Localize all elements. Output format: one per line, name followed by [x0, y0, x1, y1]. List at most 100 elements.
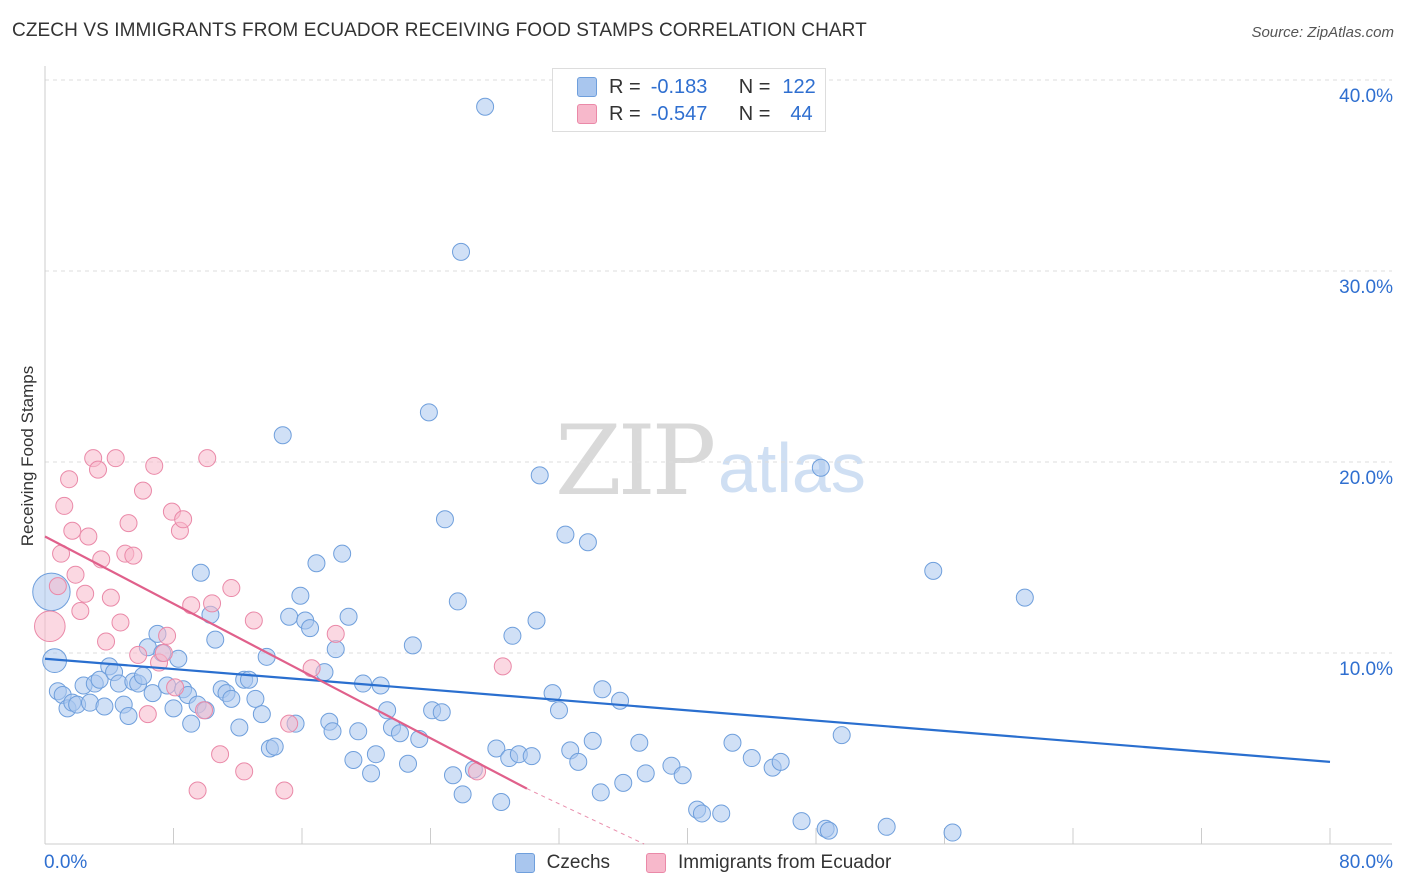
czech-point [230, 718, 249, 737]
y-tick-label: 40.0% [1339, 86, 1393, 107]
czech-point [448, 592, 467, 611]
ecuador-point [129, 645, 148, 664]
legend-r-value-ecuador: -0.547 [650, 102, 708, 125]
ecuador-trend-extension [526, 788, 645, 845]
czech-point [723, 733, 742, 752]
czech-point [487, 739, 506, 758]
y-tick-label: 30.0% [1339, 277, 1393, 298]
czech-point [435, 510, 454, 529]
ecuador-point [66, 565, 85, 584]
ecuador-point [79, 527, 98, 546]
trend-lines [44, 535, 1331, 845]
x-tick-max: 80.0% [1339, 852, 1393, 873]
czech-point [569, 752, 588, 771]
ecuador-point [203, 594, 222, 613]
czech-point [492, 792, 511, 811]
czech-point [257, 647, 276, 666]
czech-point [692, 804, 711, 823]
grid-lines [45, 79, 1392, 654]
czech-point [530, 466, 549, 485]
y-tick-labels: 10.0% 20.0% 30.0% 40.0% [1339, 86, 1393, 680]
czech-point [119, 707, 138, 726]
legend-n-value-ecuador: 44 [790, 102, 813, 125]
ecuador-point [48, 577, 67, 596]
ecuador-point [182, 596, 201, 615]
ecuador-point [244, 611, 263, 630]
ecuador-point [222, 579, 241, 598]
czech-point [819, 821, 838, 840]
czech-point [453, 785, 472, 804]
czech-point [265, 737, 284, 756]
bottom-legend-czechs: Czechs [514, 852, 611, 874]
czech-point [432, 703, 451, 722]
legend-r-label: R = [609, 75, 641, 98]
ecuador-point [55, 496, 74, 515]
ecuador-point [76, 584, 95, 603]
czech-trend-line [44, 657, 1331, 763]
legend-swatch-ecuador [577, 104, 597, 124]
y-tick-label: 20.0% [1339, 468, 1393, 489]
legend-n-label: N = [738, 75, 771, 98]
ecuador-point [188, 781, 207, 800]
ecuador-point [111, 613, 130, 632]
watermark-atlas: atlas [718, 429, 866, 507]
legend-r-value-czechs: -0.183 [650, 75, 708, 98]
ecuador-point [166, 678, 185, 697]
ecuador-point [34, 610, 66, 643]
czech-point [366, 745, 385, 764]
legend-r-label: R = [609, 102, 641, 125]
bottom-legend-label-czechs: Czechs [546, 852, 611, 873]
czech-point [556, 525, 575, 544]
bottom-legend-ecuador: Immigrants from Ecuador [646, 852, 891, 874]
czech-point [182, 714, 201, 733]
czech-point [636, 764, 655, 783]
czech-point [301, 619, 320, 638]
czech-point [323, 722, 342, 741]
legend-row-ecuador: R = -0.547 N = 44 [577, 102, 813, 126]
bottom-legend-swatch-ecuador [646, 853, 667, 873]
czech-point [593, 680, 612, 699]
czech-point [307, 554, 326, 573]
czech-point [206, 630, 225, 649]
czech-point [943, 823, 962, 842]
ecuador-point [89, 460, 108, 479]
source-label: Source: ZipAtlas.com [1251, 24, 1394, 41]
legend-n-label: N = [738, 102, 771, 125]
czech-point [792, 812, 811, 831]
ecuador-point [493, 657, 512, 676]
ecuador-point [198, 449, 217, 468]
ecuador-point [275, 781, 294, 800]
legend-row-czechs: R = -0.183 N = 122 [577, 75, 816, 99]
czech-point [522, 747, 541, 766]
ecuador-point [158, 626, 177, 645]
ecuador-point [97, 632, 116, 651]
ecuador-point [133, 481, 152, 500]
czech-point [630, 733, 649, 752]
ecuador-point [235, 762, 254, 781]
ecuador-point [106, 449, 125, 468]
czech-point [614, 773, 633, 792]
ecuador-point [71, 601, 90, 620]
czech-point [222, 689, 241, 708]
czech-point [143, 684, 162, 703]
czech-point [1015, 588, 1034, 607]
czech-point [280, 607, 299, 626]
ecuador-trend-line [44, 535, 528, 790]
ecuador-point [101, 588, 120, 607]
czech-point [252, 705, 271, 724]
ecuador-point [119, 514, 138, 533]
legend-swatch-czechs [577, 77, 597, 97]
ecuador-point [124, 546, 143, 565]
czech-point [611, 691, 630, 710]
ecuador-point [138, 705, 157, 724]
bottom-legend-swatch-czechs [514, 853, 535, 873]
czech-points [32, 97, 1034, 842]
czech-point [673, 766, 692, 785]
czech-point [273, 426, 292, 445]
ecuador-point [280, 714, 299, 733]
czech-point [578, 533, 597, 552]
czech-point [399, 754, 418, 773]
czech-point [291, 586, 310, 605]
czech-point [832, 726, 851, 745]
